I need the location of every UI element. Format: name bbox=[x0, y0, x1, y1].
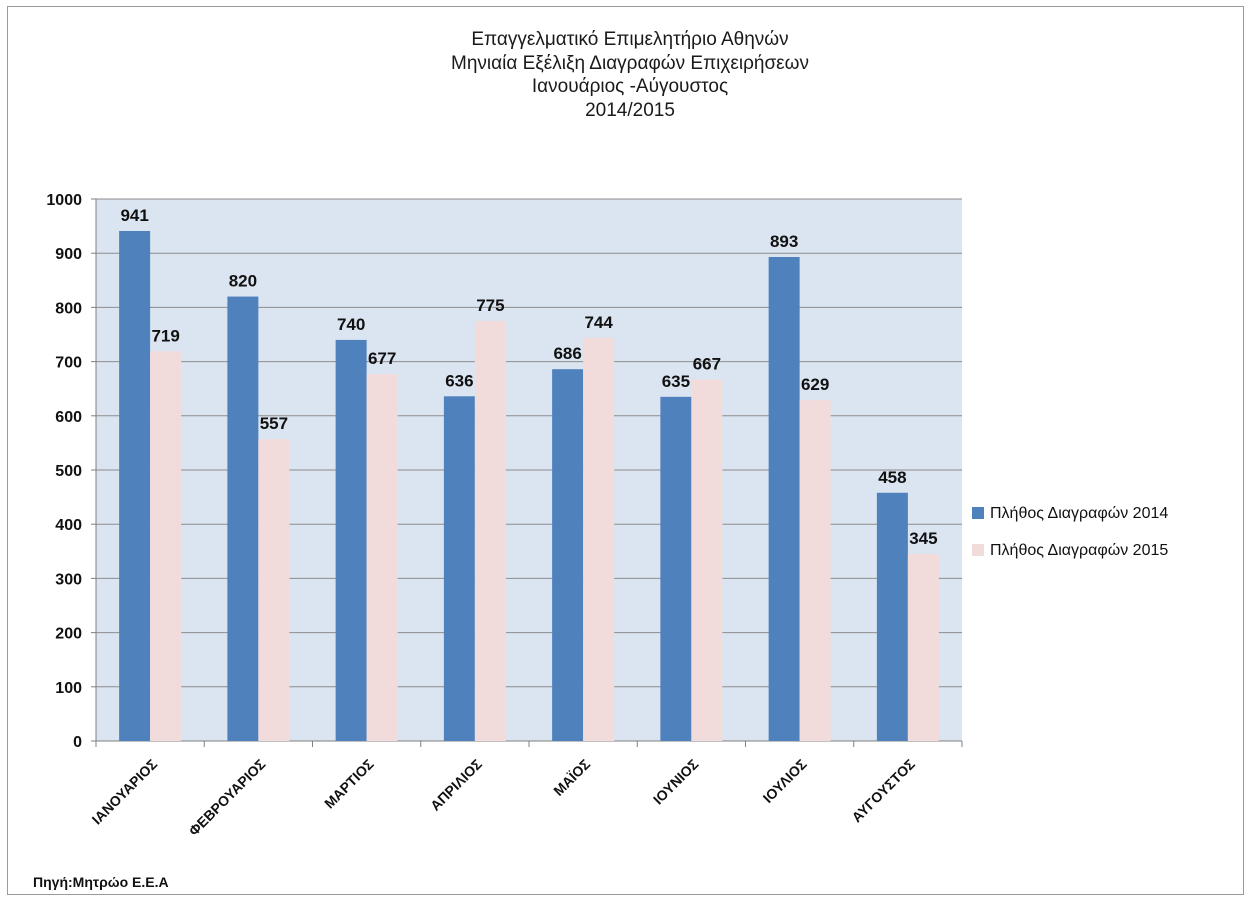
x-tick-label: ΜΑΡΤΙΟΣ bbox=[321, 756, 377, 812]
bar-2015 bbox=[366, 374, 398, 741]
y-tick-label: 0 bbox=[73, 734, 82, 751]
bar-2015 bbox=[799, 400, 831, 741]
data-label: 677 bbox=[368, 349, 396, 368]
bar-2014 bbox=[660, 396, 692, 741]
x-tick-label: ΦΕΒΡΟΥΑΡΙΟΣ bbox=[185, 756, 268, 839]
source-note: Πηγή:Μητρώο Ε.Ε.Α bbox=[33, 874, 169, 890]
x-tick-label: ΑΥΓΟΥΣΤΟΣ bbox=[848, 756, 918, 826]
legend-item-2015: Πλήθος Διαγραφών 2015 bbox=[972, 542, 1168, 560]
y-tick-label: 400 bbox=[55, 517, 82, 534]
y-tick-label: 700 bbox=[55, 355, 82, 372]
bar-2015 bbox=[907, 554, 939, 741]
data-label: 820 bbox=[229, 272, 257, 291]
x-tick-label: ΙΟΥΝΙΟΣ bbox=[650, 756, 702, 808]
bar-2015 bbox=[258, 439, 290, 741]
data-label: 893 bbox=[770, 232, 798, 251]
bar-2014 bbox=[552, 369, 584, 741]
x-tick-label: ΙΟΥΛΙΟΣ bbox=[760, 756, 810, 806]
chart-title-line-4: 2014/2015 bbox=[585, 99, 675, 121]
chart-title-line-3: Ιανουάριος -Αύγουστος bbox=[531, 76, 729, 97]
bar-2014 bbox=[876, 492, 908, 741]
bar-2014 bbox=[443, 396, 475, 741]
y-tick-label: 300 bbox=[55, 571, 82, 588]
y-tick-label: 1000 bbox=[46, 192, 82, 209]
legend-item-2014: Πλήθος Διαγραφών 2014 bbox=[972, 505, 1168, 523]
y-tick-label: 600 bbox=[55, 409, 82, 426]
data-label: 941 bbox=[120, 206, 148, 225]
data-label: 667 bbox=[693, 354, 721, 373]
data-label: 719 bbox=[151, 326, 179, 345]
bar-2015 bbox=[583, 337, 615, 741]
bar-2014 bbox=[119, 230, 151, 741]
bar-2014 bbox=[335, 339, 367, 741]
bar-2015 bbox=[474, 320, 506, 741]
data-label: 345 bbox=[909, 529, 937, 548]
data-label: 458 bbox=[878, 468, 906, 487]
data-label: 629 bbox=[801, 375, 829, 394]
y-tick-label: 900 bbox=[55, 246, 82, 263]
y-tick-label: 500 bbox=[55, 463, 82, 480]
bar-2014 bbox=[768, 256, 800, 741]
bar-2015 bbox=[150, 351, 182, 741]
data-label: 740 bbox=[337, 315, 365, 334]
y-tick-label: 800 bbox=[55, 300, 82, 317]
data-label: 744 bbox=[584, 313, 613, 332]
y-tick-label: 200 bbox=[55, 626, 82, 643]
legend-swatch-2015 bbox=[972, 544, 984, 556]
x-tick-label: ΜΑΪΟΣ bbox=[550, 756, 593, 799]
bar-2015 bbox=[691, 379, 723, 741]
x-tick-label: ΑΠΡΙΛΙΟΣ bbox=[427, 756, 485, 814]
chart-title-line-1: Επαγγελματικό Επιμελητήριο Αθηνών bbox=[471, 29, 789, 50]
y-tick-label: 100 bbox=[55, 680, 82, 697]
data-label: 686 bbox=[553, 344, 581, 363]
legend-label-2014: Πλήθος Διαγραφών 2014 bbox=[990, 505, 1169, 522]
x-tick-label: ΙΑΝΟΥΑΡΙΟΣ bbox=[89, 756, 161, 828]
data-label: 636 bbox=[445, 371, 473, 390]
chart-title: Επαγγελματικό Επιμελητήριο Αθηνών Μηνιαί… bbox=[330, 28, 930, 122]
data-label: 557 bbox=[260, 414, 288, 433]
bar-2014 bbox=[227, 296, 259, 741]
legend-swatch-2014 bbox=[972, 507, 984, 519]
chart-title-line-2: Μηνιαία Εξέλιξη Διαγραφών Επιχειρήσεων bbox=[451, 52, 809, 74]
data-label: 775 bbox=[476, 296, 504, 315]
data-label: 635 bbox=[662, 372, 690, 391]
legend-label-2015: Πλήθος Διαγραφών 2015 bbox=[990, 542, 1169, 559]
